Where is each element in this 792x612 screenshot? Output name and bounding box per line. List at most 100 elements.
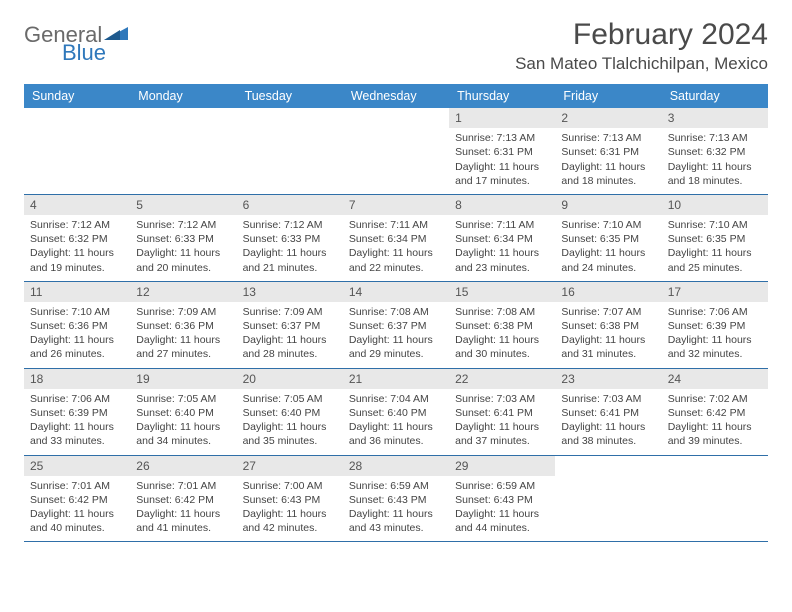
daylight-text: Daylight: 11 hours and 41 minutes. bbox=[136, 507, 230, 535]
daylight-text: Daylight: 11 hours and 28 minutes. bbox=[243, 333, 337, 361]
day-number: 9 bbox=[555, 195, 661, 215]
sunrise-text: Sunrise: 7:12 AM bbox=[30, 218, 124, 232]
day-cell: 17Sunrise: 7:06 AMSunset: 6:39 PMDayligh… bbox=[662, 282, 768, 368]
sunset-text: Sunset: 6:33 PM bbox=[243, 232, 337, 246]
sunrise-text: Sunrise: 7:10 AM bbox=[561, 218, 655, 232]
sunrise-text: Sunrise: 7:09 AM bbox=[136, 305, 230, 319]
sunrise-text: Sunrise: 7:02 AM bbox=[668, 392, 762, 406]
day-cell: 18Sunrise: 7:06 AMSunset: 6:39 PMDayligh… bbox=[24, 369, 130, 455]
day-cell: 26Sunrise: 7:01 AMSunset: 6:42 PMDayligh… bbox=[130, 456, 236, 542]
day-number: 12 bbox=[130, 282, 236, 302]
location-subtitle: San Mateo Tlalchichilpan, Mexico bbox=[515, 54, 768, 74]
day-cell: 5Sunrise: 7:12 AMSunset: 6:33 PMDaylight… bbox=[130, 195, 236, 281]
day-number: 29 bbox=[449, 456, 555, 476]
day-number: 1 bbox=[449, 108, 555, 128]
day-number: 17 bbox=[662, 282, 768, 302]
day-cell: 14Sunrise: 7:08 AMSunset: 6:37 PMDayligh… bbox=[343, 282, 449, 368]
day-number: 21 bbox=[343, 369, 449, 389]
dow-cell: Tuesday bbox=[237, 84, 343, 108]
daylight-text: Daylight: 11 hours and 19 minutes. bbox=[30, 246, 124, 274]
day-number: 25 bbox=[24, 456, 130, 476]
sunrise-text: Sunrise: 7:03 AM bbox=[455, 392, 549, 406]
sunset-text: Sunset: 6:39 PM bbox=[30, 406, 124, 420]
day-number: 7 bbox=[343, 195, 449, 215]
month-title: February 2024 bbox=[515, 18, 768, 52]
daylight-text: Daylight: 11 hours and 31 minutes. bbox=[561, 333, 655, 361]
sunrise-text: Sunrise: 7:09 AM bbox=[243, 305, 337, 319]
daylight-text: Daylight: 11 hours and 21 minutes. bbox=[243, 246, 337, 274]
day-cell: 21Sunrise: 7:04 AMSunset: 6:40 PMDayligh… bbox=[343, 369, 449, 455]
day-number: 11 bbox=[24, 282, 130, 302]
sunrise-text: Sunrise: 7:03 AM bbox=[561, 392, 655, 406]
day-number: 24 bbox=[662, 369, 768, 389]
day-cell bbox=[24, 108, 130, 194]
daylight-text: Daylight: 11 hours and 26 minutes. bbox=[30, 333, 124, 361]
sunset-text: Sunset: 6:36 PM bbox=[136, 319, 230, 333]
sunset-text: Sunset: 6:39 PM bbox=[668, 319, 762, 333]
sunset-text: Sunset: 6:38 PM bbox=[561, 319, 655, 333]
day-cell: 4Sunrise: 7:12 AMSunset: 6:32 PMDaylight… bbox=[24, 195, 130, 281]
sunset-text: Sunset: 6:32 PM bbox=[30, 232, 124, 246]
title-block: February 2024 San Mateo Tlalchichilpan, … bbox=[515, 18, 768, 74]
sunset-text: Sunset: 6:34 PM bbox=[349, 232, 443, 246]
week-row: 4Sunrise: 7:12 AMSunset: 6:32 PMDaylight… bbox=[24, 195, 768, 282]
sunset-text: Sunset: 6:38 PM bbox=[455, 319, 549, 333]
day-number: 8 bbox=[449, 195, 555, 215]
day-cell: 11Sunrise: 7:10 AMSunset: 6:36 PMDayligh… bbox=[24, 282, 130, 368]
sunrise-text: Sunrise: 7:00 AM bbox=[243, 479, 337, 493]
day-number: 22 bbox=[449, 369, 555, 389]
sunrise-text: Sunrise: 7:06 AM bbox=[30, 392, 124, 406]
sunset-text: Sunset: 6:40 PM bbox=[243, 406, 337, 420]
day-number: 16 bbox=[555, 282, 661, 302]
day-cell: 23Sunrise: 7:03 AMSunset: 6:41 PMDayligh… bbox=[555, 369, 661, 455]
day-cell: 9Sunrise: 7:10 AMSunset: 6:35 PMDaylight… bbox=[555, 195, 661, 281]
day-cell bbox=[343, 108, 449, 194]
day-cell bbox=[237, 108, 343, 194]
daylight-text: Daylight: 11 hours and 36 minutes. bbox=[349, 420, 443, 448]
sunrise-text: Sunrise: 7:12 AM bbox=[243, 218, 337, 232]
sunset-text: Sunset: 6:31 PM bbox=[455, 145, 549, 159]
sunrise-text: Sunrise: 7:08 AM bbox=[455, 305, 549, 319]
sunset-text: Sunset: 6:43 PM bbox=[349, 493, 443, 507]
logo-triangle-icon bbox=[104, 26, 128, 46]
day-cell: 28Sunrise: 6:59 AMSunset: 6:43 PMDayligh… bbox=[343, 456, 449, 542]
day-cell: 1Sunrise: 7:13 AMSunset: 6:31 PMDaylight… bbox=[449, 108, 555, 194]
sunset-text: Sunset: 6:40 PM bbox=[136, 406, 230, 420]
day-number: 3 bbox=[662, 108, 768, 128]
day-of-week-header: SundayMondayTuesdayWednesdayThursdayFrid… bbox=[24, 84, 768, 108]
dow-cell: Wednesday bbox=[343, 84, 449, 108]
sunrise-text: Sunrise: 7:01 AM bbox=[30, 479, 124, 493]
day-cell bbox=[130, 108, 236, 194]
day-cell: 29Sunrise: 6:59 AMSunset: 6:43 PMDayligh… bbox=[449, 456, 555, 542]
daylight-text: Daylight: 11 hours and 32 minutes. bbox=[668, 333, 762, 361]
sunrise-text: Sunrise: 7:12 AM bbox=[136, 218, 230, 232]
daylight-text: Daylight: 11 hours and 25 minutes. bbox=[668, 246, 762, 274]
sunrise-text: Sunrise: 7:11 AM bbox=[349, 218, 443, 232]
day-cell: 20Sunrise: 7:05 AMSunset: 6:40 PMDayligh… bbox=[237, 369, 343, 455]
day-cell: 12Sunrise: 7:09 AMSunset: 6:36 PMDayligh… bbox=[130, 282, 236, 368]
day-number: 5 bbox=[130, 195, 236, 215]
day-number: 14 bbox=[343, 282, 449, 302]
dow-cell: Saturday bbox=[662, 84, 768, 108]
day-cell: 15Sunrise: 7:08 AMSunset: 6:38 PMDayligh… bbox=[449, 282, 555, 368]
day-number: 28 bbox=[343, 456, 449, 476]
daylight-text: Daylight: 11 hours and 30 minutes. bbox=[455, 333, 549, 361]
sunset-text: Sunset: 6:35 PM bbox=[561, 232, 655, 246]
sunset-text: Sunset: 6:40 PM bbox=[349, 406, 443, 420]
daylight-text: Daylight: 11 hours and 22 minutes. bbox=[349, 246, 443, 274]
sunset-text: Sunset: 6:34 PM bbox=[455, 232, 549, 246]
day-number: 20 bbox=[237, 369, 343, 389]
daylight-text: Daylight: 11 hours and 29 minutes. bbox=[349, 333, 443, 361]
weeks-container: 1 Sunrise: 7:13 AM Sunset: 6:31 PM Daylight… bbox=[24, 108, 768, 542]
header: GeneralBlue February 2024 San Mateo Tlal… bbox=[24, 18, 768, 74]
sunrise-text: Sunrise: 7:13 AM bbox=[668, 131, 762, 145]
sunset-text: Sunset: 6:43 PM bbox=[243, 493, 337, 507]
week-row: 1Sunrise: 7:13 AMSunset: 6:31 PMDaylight… bbox=[24, 108, 768, 195]
daylight-text: Daylight: 11 hours and 40 minutes. bbox=[30, 507, 124, 535]
sunrise-text: Sunrise: 7:07 AM bbox=[561, 305, 655, 319]
daylight-text: Daylight: 11 hours and 43 minutes. bbox=[349, 507, 443, 535]
day-number: 6 bbox=[237, 195, 343, 215]
dow-cell: Thursday bbox=[449, 84, 555, 108]
day-number: 18 bbox=[24, 369, 130, 389]
week-row: 11Sunrise: 7:10 AMSunset: 6:36 PMDayligh… bbox=[24, 282, 768, 369]
